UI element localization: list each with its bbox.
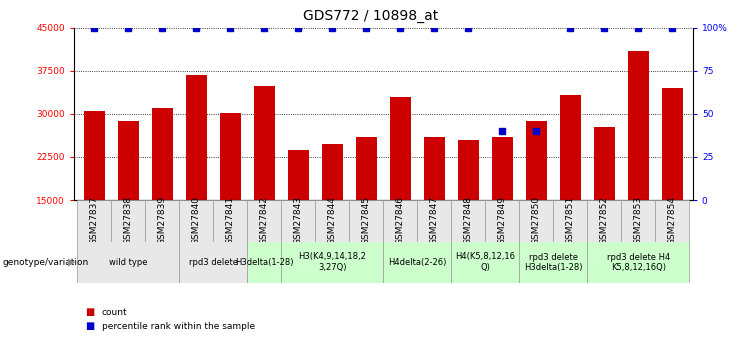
- FancyBboxPatch shape: [247, 200, 282, 242]
- Bar: [220, 113, 241, 200]
- Bar: [322, 144, 342, 200]
- Text: GSM27840: GSM27840: [192, 196, 201, 245]
- FancyBboxPatch shape: [213, 200, 247, 242]
- Text: GSM27853: GSM27853: [634, 196, 643, 245]
- Text: H3delta(1-28): H3delta(1-28): [235, 258, 293, 267]
- FancyBboxPatch shape: [179, 241, 247, 283]
- FancyBboxPatch shape: [588, 241, 689, 283]
- FancyBboxPatch shape: [282, 200, 316, 242]
- FancyBboxPatch shape: [350, 200, 383, 242]
- Text: GSM27838: GSM27838: [124, 196, 133, 245]
- FancyBboxPatch shape: [383, 200, 417, 242]
- Text: GSM27847: GSM27847: [430, 196, 439, 245]
- Text: percentile rank within the sample: percentile rank within the sample: [102, 322, 255, 331]
- Text: H4delta(2-26): H4delta(2-26): [388, 258, 447, 267]
- Bar: [425, 137, 445, 200]
- FancyBboxPatch shape: [485, 200, 519, 242]
- Bar: [391, 97, 411, 200]
- Text: GSM27848: GSM27848: [464, 196, 473, 245]
- FancyBboxPatch shape: [383, 241, 451, 283]
- FancyBboxPatch shape: [519, 241, 588, 283]
- Text: ▶: ▶: [68, 257, 76, 267]
- FancyBboxPatch shape: [111, 200, 145, 242]
- FancyBboxPatch shape: [316, 200, 350, 242]
- Text: H4(K5,8,12,16
Q): H4(K5,8,12,16 Q): [456, 253, 516, 272]
- Text: GSM27844: GSM27844: [328, 196, 337, 245]
- Text: GSM27845: GSM27845: [362, 196, 371, 245]
- Text: GSM27841: GSM27841: [226, 196, 235, 245]
- Bar: [628, 51, 648, 200]
- FancyBboxPatch shape: [78, 200, 111, 242]
- Text: genotype/variation: genotype/variation: [2, 258, 88, 267]
- FancyBboxPatch shape: [519, 200, 554, 242]
- Text: rpd3 delete H4
K5,8,12,16Q): rpd3 delete H4 K5,8,12,16Q): [607, 253, 670, 272]
- Bar: [356, 137, 376, 200]
- Text: GSM27854: GSM27854: [668, 196, 677, 245]
- Text: GDS772 / 10898_at: GDS772 / 10898_at: [303, 9, 438, 23]
- Text: H3(K4,9,14,18,2
3,27Q): H3(K4,9,14,18,2 3,27Q): [299, 253, 366, 272]
- FancyBboxPatch shape: [656, 200, 689, 242]
- Text: GSM27842: GSM27842: [260, 196, 269, 245]
- FancyBboxPatch shape: [179, 200, 213, 242]
- Text: GSM27851: GSM27851: [566, 196, 575, 245]
- Text: GSM27850: GSM27850: [532, 196, 541, 245]
- FancyBboxPatch shape: [78, 241, 179, 283]
- Bar: [492, 137, 513, 200]
- Bar: [594, 127, 614, 200]
- Bar: [254, 86, 275, 200]
- Text: ■: ■: [85, 321, 94, 331]
- Text: GSM27849: GSM27849: [498, 196, 507, 245]
- FancyBboxPatch shape: [622, 200, 656, 242]
- Bar: [662, 88, 682, 200]
- FancyBboxPatch shape: [588, 200, 622, 242]
- Bar: [288, 149, 309, 200]
- Text: rpd3 delete: rpd3 delete: [189, 258, 238, 267]
- FancyBboxPatch shape: [417, 200, 451, 242]
- FancyBboxPatch shape: [247, 241, 282, 283]
- Text: GSM27852: GSM27852: [600, 196, 609, 245]
- Bar: [84, 111, 104, 200]
- FancyBboxPatch shape: [451, 241, 519, 283]
- Text: count: count: [102, 308, 127, 317]
- Text: rpd3 delete
H3delta(1-28): rpd3 delete H3delta(1-28): [524, 253, 582, 272]
- Text: ■: ■: [85, 307, 94, 317]
- Bar: [153, 108, 173, 200]
- Text: GSM27839: GSM27839: [158, 196, 167, 245]
- FancyBboxPatch shape: [451, 200, 485, 242]
- Text: GSM27843: GSM27843: [294, 196, 303, 245]
- FancyBboxPatch shape: [282, 241, 383, 283]
- Bar: [560, 96, 581, 200]
- Bar: [526, 121, 547, 200]
- Bar: [119, 121, 139, 200]
- Text: GSM27846: GSM27846: [396, 196, 405, 245]
- Bar: [186, 75, 207, 200]
- FancyBboxPatch shape: [145, 200, 179, 242]
- Text: wild type: wild type: [109, 258, 147, 267]
- FancyBboxPatch shape: [554, 200, 588, 242]
- Text: GSM27837: GSM27837: [90, 196, 99, 245]
- Bar: [458, 140, 479, 200]
